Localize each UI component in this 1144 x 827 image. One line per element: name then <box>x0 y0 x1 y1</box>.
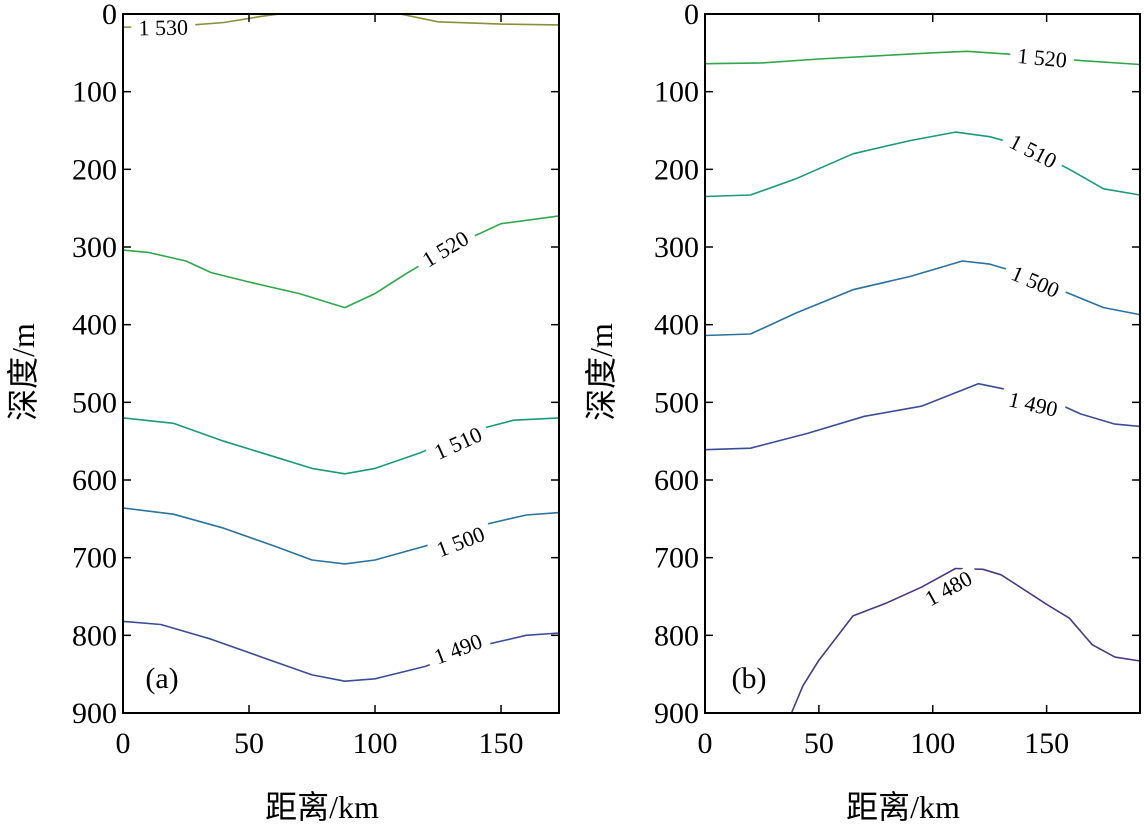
contour-line-1510 <box>704 131 1141 198</box>
y-tick-label: 0 <box>102 0 117 31</box>
contour-label-background <box>915 563 983 614</box>
contour-line-1520 <box>122 215 560 309</box>
contour-label-background <box>1001 259 1069 305</box>
contour-line-1490 <box>704 382 1141 451</box>
contour-line-1520 <box>704 50 1141 66</box>
contour-label: 1 520 <box>1016 43 1068 73</box>
y-tick-label: 900 <box>654 697 699 730</box>
contour-line-1500 <box>122 507 560 565</box>
contour-label-background <box>424 420 492 467</box>
y-tick-label: 600 <box>654 464 699 497</box>
contour-label: 1 530 <box>138 15 188 41</box>
contour-label-background <box>412 223 479 276</box>
panel-b-x-ticks: 0 50 100 150 <box>698 14 1069 760</box>
contour-label: 1 510 <box>1006 129 1061 174</box>
contour-label-background <box>424 627 493 672</box>
contour-line-1490 <box>122 620 560 682</box>
panel-a-y-ticks: 0 100 200 300 400 500 600 700 800 900 <box>72 0 559 730</box>
contour-label-background <box>999 127 1067 176</box>
y-tick-label: 600 <box>72 464 117 497</box>
y-tick-label: 400 <box>654 309 699 342</box>
panel-a-frame <box>122 13 560 714</box>
panel-a-label: (a) <box>145 662 178 695</box>
contour-line-1500 <box>704 260 1141 337</box>
x-tick-label: 100 <box>353 727 398 760</box>
y-tick-label: 500 <box>72 386 117 419</box>
contour-label: 1 490 <box>1006 387 1060 422</box>
x-tick-label: 100 <box>910 727 955 760</box>
y-tick-label: 100 <box>72 76 117 109</box>
panel-a-x-axis-title: 距离/km <box>265 789 379 825</box>
y-tick-label: 0 <box>684 0 699 31</box>
panel-b-label: (b) <box>732 662 767 695</box>
x-tick-label: 150 <box>479 727 524 760</box>
panel-a-contours <box>122 13 560 682</box>
contour-line-1510 <box>122 417 560 475</box>
y-tick-label: 300 <box>654 231 699 264</box>
panel-a-y-axis-title: 深度/m <box>5 323 41 421</box>
contour-label-background <box>1009 44 1076 73</box>
contour-label: 1 500 <box>433 521 488 562</box>
y-tick-label: 200 <box>72 153 117 186</box>
panel-b-frame <box>704 13 1141 714</box>
x-tick-label: 50 <box>234 727 264 760</box>
panel-b-y-ticks: 0 100 200 300 400 500 600 700 800 900 <box>654 0 1140 730</box>
x-tick-label: 50 <box>804 727 834 760</box>
x-tick-label: 0 <box>698 727 713 760</box>
x-tick-label: 0 <box>116 727 131 760</box>
y-tick-label: 200 <box>654 153 699 186</box>
x-tick-label: 150 <box>1024 727 1069 760</box>
contour-label-background <box>999 386 1067 423</box>
y-tick-label: 500 <box>654 386 699 419</box>
contour-label-background <box>131 16 196 40</box>
y-tick-label: 900 <box>72 697 117 730</box>
y-tick-label: 700 <box>654 542 699 575</box>
panel-b-y-axis-title: 深度/m <box>583 323 619 421</box>
panel-b-contours <box>704 50 1141 714</box>
y-tick-label: 100 <box>654 76 699 109</box>
contour-label: 1 500 <box>1008 260 1063 302</box>
panel-b-x-axis-title: 距离/km <box>846 789 960 825</box>
contour-label: 1 490 <box>430 628 485 669</box>
contour-label: 1 510 <box>430 421 485 464</box>
y-tick-label: 800 <box>72 619 117 652</box>
y-tick-label: 300 <box>72 231 117 264</box>
contour-label-background <box>426 520 495 564</box>
panel-a-x-ticks: 0 50 100 150 <box>116 14 524 760</box>
y-tick-label: 800 <box>654 619 699 652</box>
y-tick-label: 400 <box>72 309 117 342</box>
y-tick-label: 700 <box>72 542 117 575</box>
